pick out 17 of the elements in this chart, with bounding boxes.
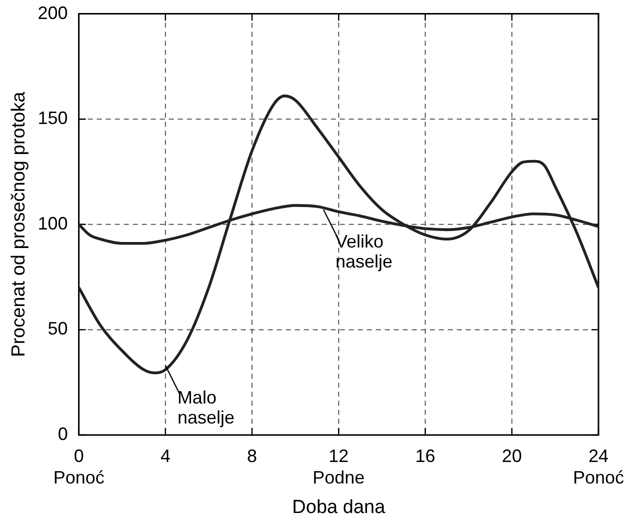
x-axis-title: Doba dana: [292, 496, 386, 518]
y-tick-label: 150: [38, 108, 68, 128]
line-series: [78, 94, 598, 374]
x-tick-label: 12 Podne: [312, 446, 365, 488]
x-tick-label: 8: [247, 446, 258, 466]
x-tick-label: 24 Ponoć: [572, 446, 624, 488]
x-tick-label: 20: [502, 446, 522, 466]
y-tick-label: 100: [38, 213, 68, 234]
annotation: Veliko naselje: [336, 232, 393, 272]
y-tick-label: 0: [58, 424, 68, 444]
x-tick-label: 0 Ponoć: [53, 446, 104, 488]
x-tick-label: 4: [160, 446, 170, 466]
y-tick-label: 200: [38, 2, 68, 23]
y-tick-label: 50: [48, 318, 68, 339]
x-tick-label: 16: [415, 446, 436, 466]
y-axis-title: Procenat od prosečnog protoka: [8, 91, 30, 357]
annotation: Malo naselje: [177, 387, 234, 428]
